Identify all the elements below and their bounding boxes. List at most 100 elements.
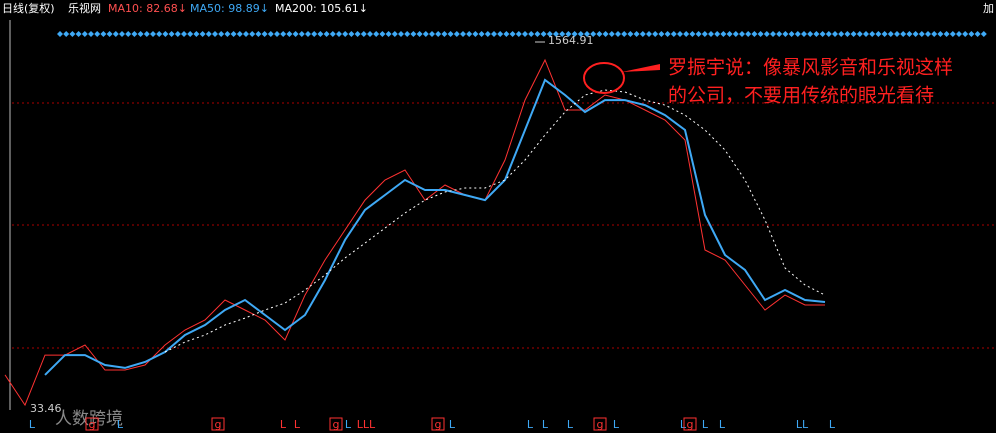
signal-label: L bbox=[680, 418, 687, 431]
event-marker bbox=[832, 31, 838, 37]
event-marker bbox=[850, 31, 857, 37]
signal-label: g bbox=[687, 418, 694, 431]
event-marker bbox=[602, 31, 609, 37]
event-marker bbox=[522, 31, 528, 37]
event-marker bbox=[782, 31, 789, 37]
event-marker bbox=[652, 31, 659, 37]
series-line bbox=[4, 58, 825, 407]
signal-box bbox=[431, 417, 445, 431]
event-marker bbox=[298, 31, 305, 37]
event-marker bbox=[360, 31, 367, 37]
event-marker bbox=[646, 31, 652, 37]
event-marker bbox=[509, 31, 516, 37]
event-marker bbox=[608, 31, 615, 37]
signal-label: g bbox=[89, 418, 96, 431]
event-marker bbox=[794, 31, 801, 37]
event-marker bbox=[150, 31, 156, 37]
event-marker bbox=[267, 31, 274, 37]
event-marker bbox=[745, 31, 752, 37]
signal-box bbox=[593, 417, 607, 431]
event-marker bbox=[311, 31, 318, 37]
event-marker bbox=[956, 31, 962, 37]
event-marker bbox=[906, 31, 913, 37]
event-marker bbox=[577, 31, 584, 37]
event-marker bbox=[732, 31, 739, 37]
event-marker bbox=[801, 31, 807, 37]
watermark: 人数跨境 bbox=[55, 409, 123, 429]
event-marker bbox=[751, 31, 758, 37]
highlight-circle bbox=[583, 62, 625, 94]
signal-box bbox=[683, 417, 697, 431]
event-marker bbox=[974, 31, 981, 37]
event-marker bbox=[435, 31, 442, 37]
event-marker bbox=[94, 31, 101, 37]
event-marker bbox=[261, 31, 268, 37]
event-marker bbox=[416, 31, 423, 37]
event-marker bbox=[336, 31, 342, 37]
header-item: 加 bbox=[983, 2, 994, 15]
event-marker bbox=[453, 31, 460, 37]
event-marker bbox=[776, 31, 783, 37]
event-marker bbox=[181, 31, 187, 37]
event-marker bbox=[627, 31, 634, 37]
event-marker bbox=[739, 31, 745, 37]
event-marker bbox=[763, 31, 770, 37]
signal-label: g bbox=[435, 418, 442, 431]
event-marker bbox=[212, 31, 218, 37]
event-marker bbox=[168, 31, 175, 37]
event-marker bbox=[639, 31, 646, 37]
event-marker bbox=[968, 31, 975, 37]
event-marker bbox=[664, 31, 671, 37]
event-marker bbox=[329, 31, 336, 37]
event-marker bbox=[726, 31, 733, 37]
event-marker bbox=[379, 31, 386, 37]
signal-label: L bbox=[117, 418, 124, 431]
header-item: MA200: 105.61↓ bbox=[275, 2, 368, 15]
event-marker bbox=[949, 31, 956, 37]
event-marker bbox=[112, 31, 119, 37]
event-marker bbox=[875, 31, 882, 37]
header-item: MA50: 98.89↓ bbox=[190, 2, 269, 15]
event-marker bbox=[162, 31, 169, 37]
low-label: 33.46 bbox=[30, 402, 62, 415]
event-marker bbox=[546, 31, 553, 37]
event-marker bbox=[863, 31, 869, 37]
event-marker bbox=[137, 31, 144, 37]
event-marker bbox=[230, 31, 237, 37]
event-marker bbox=[106, 31, 113, 37]
event-marker bbox=[367, 31, 373, 37]
event-marker bbox=[590, 31, 597, 37]
signal-label: g bbox=[215, 418, 222, 431]
series-line bbox=[164, 89, 826, 353]
event-marker bbox=[881, 31, 888, 37]
event-marker bbox=[869, 31, 876, 37]
event-marker bbox=[503, 31, 510, 37]
event-marker bbox=[156, 31, 163, 37]
event-marker bbox=[100, 31, 107, 37]
event-marker bbox=[528, 31, 535, 37]
signal-label: L bbox=[613, 418, 620, 431]
event-marker bbox=[584, 31, 590, 37]
signal-label: L bbox=[829, 418, 836, 431]
event-marker bbox=[553, 31, 559, 37]
event-marker bbox=[63, 31, 70, 37]
event-marker bbox=[373, 31, 380, 37]
event-marker bbox=[422, 31, 429, 37]
event-marker bbox=[243, 31, 249, 37]
event-marker bbox=[460, 31, 466, 37]
event-marker bbox=[887, 31, 894, 37]
header-item: 日线(复权) bbox=[2, 1, 55, 15]
event-marker bbox=[770, 31, 776, 37]
event-marker bbox=[218, 31, 225, 37]
series-line bbox=[44, 78, 826, 376]
event-marker bbox=[88, 31, 94, 37]
event-marker bbox=[720, 31, 727, 37]
event-marker bbox=[900, 31, 907, 37]
signal-label: L bbox=[294, 418, 301, 431]
event-marker bbox=[81, 31, 88, 37]
event-marker bbox=[819, 31, 826, 37]
event-marker bbox=[348, 31, 355, 37]
event-marker bbox=[695, 31, 702, 37]
signal-label: L bbox=[567, 418, 574, 431]
